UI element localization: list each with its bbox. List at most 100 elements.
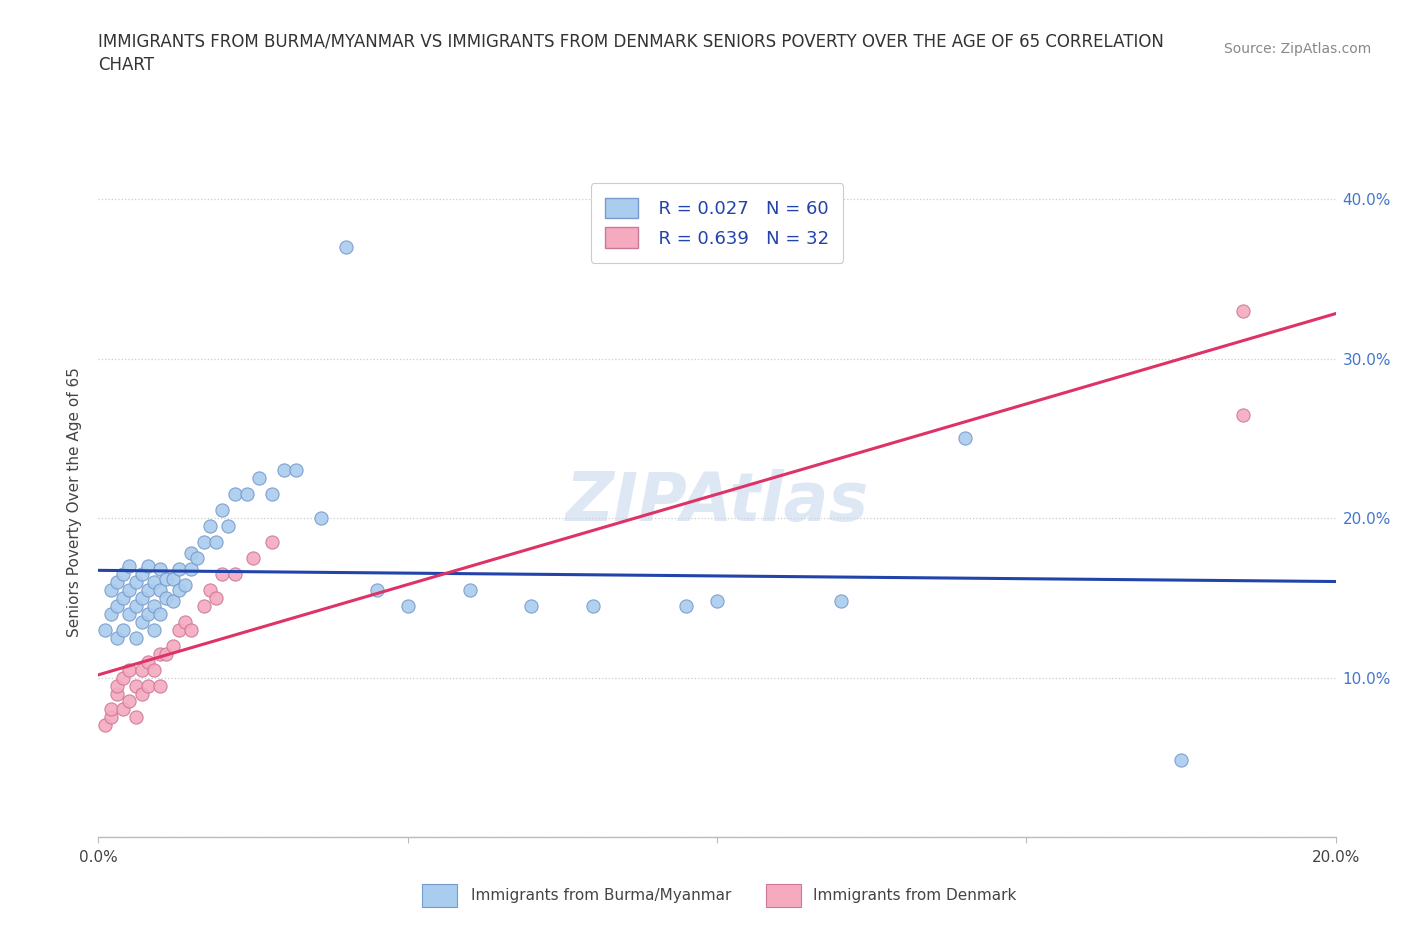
Point [582, 598, 605, 613]
Point [136, 678, 159, 693]
Point [205, 535, 228, 550]
Point [136, 606, 159, 621]
Point [100, 582, 122, 597]
Point [155, 646, 177, 661]
Point [309, 511, 332, 525]
Point [143, 622, 166, 637]
Point [124, 598, 146, 613]
Point [236, 486, 259, 501]
Point [149, 606, 172, 621]
Point [131, 591, 153, 605]
Point [205, 591, 228, 605]
Text: Immigrants from Denmark: Immigrants from Denmark [813, 887, 1017, 903]
Legend:   R = 0.027   N = 60,   R = 0.639   N = 32: R = 0.027 N = 60, R = 0.639 N = 32 [591, 183, 844, 263]
Text: ZIPAtlas: ZIPAtlas [565, 470, 869, 535]
Point [149, 582, 172, 597]
Point [118, 606, 141, 621]
Point [118, 662, 141, 677]
Point [193, 535, 215, 550]
Text: Immigrants from Burma/Myanmar: Immigrants from Burma/Myanmar [471, 887, 731, 903]
Point [675, 598, 697, 613]
Point [143, 575, 166, 590]
Point [105, 631, 128, 645]
Point [131, 662, 153, 677]
Point [136, 559, 159, 574]
Point [118, 582, 141, 597]
Point [167, 562, 190, 577]
Point [105, 575, 128, 590]
Point [136, 582, 159, 597]
Point [167, 582, 190, 597]
Point [211, 503, 233, 518]
Point [198, 582, 221, 597]
Point [143, 598, 166, 613]
Point [1232, 407, 1254, 422]
Point [242, 551, 264, 565]
Point [285, 463, 308, 478]
Text: Source: ZipAtlas.com: Source: ZipAtlas.com [1223, 42, 1371, 56]
Point [105, 686, 128, 701]
Point [112, 566, 135, 581]
Point [224, 486, 246, 501]
Point [260, 486, 283, 501]
Point [105, 598, 128, 613]
Point [112, 591, 135, 605]
Point [112, 702, 135, 717]
Point [224, 566, 246, 581]
Point [112, 671, 135, 685]
Point [174, 578, 197, 592]
FancyBboxPatch shape [422, 884, 457, 907]
Point [149, 678, 172, 693]
Point [136, 654, 159, 669]
Point [273, 463, 295, 478]
Point [93, 718, 115, 733]
Point [247, 471, 270, 485]
Point [105, 678, 128, 693]
Point [211, 566, 233, 581]
Point [155, 591, 177, 605]
Point [174, 615, 197, 630]
Point [520, 598, 543, 613]
Point [155, 571, 177, 586]
Point [830, 593, 852, 608]
Point [131, 566, 153, 581]
FancyBboxPatch shape [766, 884, 801, 907]
Point [217, 519, 239, 534]
Point [124, 631, 146, 645]
Point [180, 546, 202, 561]
Point [131, 615, 153, 630]
Point [1170, 753, 1192, 768]
Point [93, 622, 115, 637]
Point [953, 431, 976, 445]
Point [198, 519, 221, 534]
Point [100, 702, 122, 717]
Y-axis label: Seniors Poverty Over the Age of 65: Seniors Poverty Over the Age of 65 [67, 367, 83, 637]
Point [180, 562, 202, 577]
Point [112, 622, 135, 637]
Point [162, 638, 184, 653]
Point [149, 562, 172, 577]
Point [167, 622, 190, 637]
Point [1232, 303, 1254, 318]
Point [366, 582, 388, 597]
Point [162, 593, 184, 608]
Point [100, 606, 122, 621]
Point [180, 622, 202, 637]
Point [124, 575, 146, 590]
Point [143, 662, 166, 677]
Point [706, 593, 728, 608]
Point [260, 535, 283, 550]
Point [193, 598, 215, 613]
Point [396, 598, 419, 613]
Point [131, 686, 153, 701]
Point [149, 646, 172, 661]
Text: IMMIGRANTS FROM BURMA/MYANMAR VS IMMIGRANTS FROM DENMARK SENIORS POVERTY OVER TH: IMMIGRANTS FROM BURMA/MYANMAR VS IMMIGRA… [98, 33, 1164, 50]
Point [100, 710, 122, 724]
Point [124, 710, 146, 724]
Point [162, 571, 184, 586]
Text: CHART: CHART [98, 56, 155, 73]
Point [118, 694, 141, 709]
Point [335, 240, 357, 255]
Point [186, 551, 208, 565]
Point [458, 582, 481, 597]
